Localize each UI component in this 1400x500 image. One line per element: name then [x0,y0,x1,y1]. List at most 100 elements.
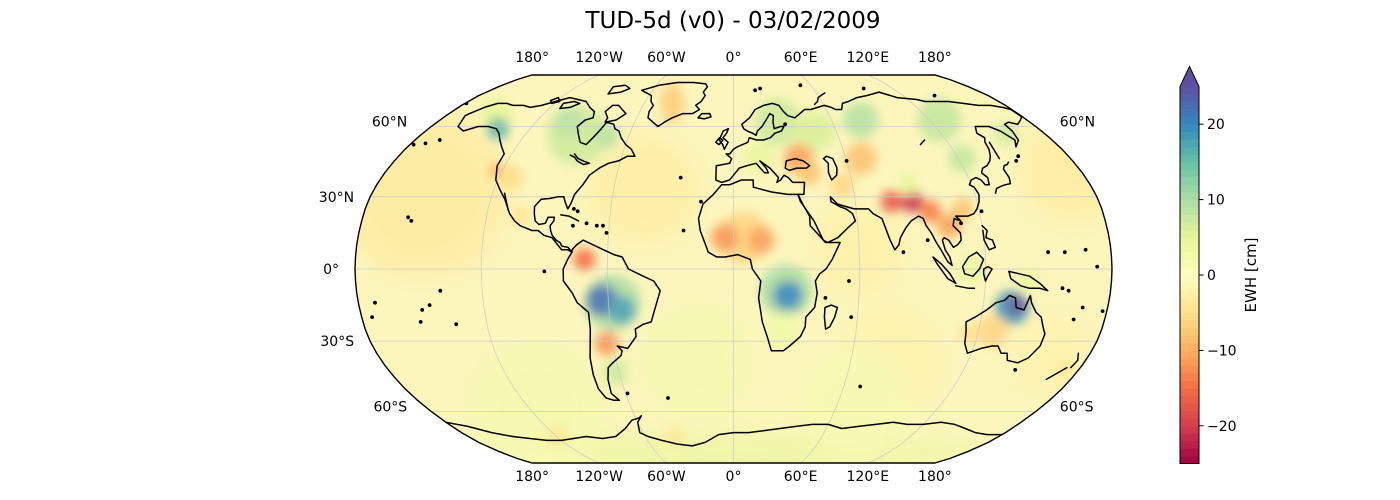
colorbar-step [1180,176,1199,185]
island-dot [849,315,854,319]
anomaly-blob-scandinavia-green [754,98,802,147]
y-tick-label-left: 60°S [373,400,407,416]
coastline-au [964,294,1046,364]
island-dot [959,221,963,226]
colorbar-step [1180,86,1199,95]
island-dot [409,219,414,223]
colorbar-step [1180,169,1199,178]
colorbar-step [1180,222,1199,231]
x-tick-label-bottom: 60°E [784,469,818,485]
coastline-af [697,179,841,352]
colorbar-step [1180,229,1199,238]
anomaly-blob-north-india-red [880,190,903,213]
coastline-phil [981,224,997,251]
island-dot [423,141,428,146]
y-tick-label-left: 60°N [372,115,407,131]
anomaly-blob-east-siberia-green [916,98,961,142]
anomaly-blob-northeast-china-green [948,144,976,173]
colorbar-step [1180,139,1199,148]
island-dot [575,209,580,214]
colorbar-step [1180,275,1199,283]
anomaly-blob-paraguay-brazil-blue [607,295,636,324]
island-dot [1014,159,1019,163]
island-dot [1013,368,1018,372]
y-tick-label-right: 60°N [1060,115,1095,131]
coastline-gl [640,81,709,128]
graticule-meridian [867,75,987,463]
map-area [355,75,1112,463]
anomaly-blob-central-asia-orange [844,142,877,175]
island-dot [427,303,432,307]
colorbar-step [1180,131,1199,140]
island-dot [699,199,703,204]
colorbar-step [1180,161,1199,170]
island-dot [678,175,683,180]
colorbar-step [1180,282,1199,291]
coastline-nz2 [1045,366,1068,381]
island-dot [783,122,787,127]
island-dot [979,209,984,214]
coastline-japan [994,161,1012,194]
x-tick-label-bottom: 60°W [647,469,686,485]
colorbar-outline [1179,65,1200,464]
x-tick-label-top: 120°W [575,50,623,66]
coastline-borneo [961,251,985,277]
colorbar-step [1180,350,1199,359]
colorbar-step [1180,109,1199,117]
plot-title: TUD-5d (v0) - 03/02/2009 [585,8,881,34]
coastline-newguinea [1008,270,1049,292]
colorbar-step [1180,425,1199,434]
x-tick-label-top: 180° [918,50,952,66]
anomaly-blob-patagonia-atlantic-green [602,359,629,386]
island-dot [1062,250,1067,255]
anomaly-blob-southeast-alaska-blue [487,117,509,140]
anomaly-blob-great-basin-orange [497,164,524,191]
anomaly-blob-sahel-east-orange [746,226,775,255]
anomaly-blob-himalaya-ganges-red [901,190,924,213]
y-tick-label-right: 60°S [1060,400,1094,416]
x-tick-label-top: 120°E [847,50,890,66]
y-tick-label-left: 0° [323,262,339,278]
colorbar-step [1180,433,1199,442]
graticule [355,75,1112,463]
island-dot [666,396,670,400]
colorbar-tick-label: 20 [1207,117,1225,133]
island-dot [411,142,416,147]
graticule-meridian [480,75,600,463]
colorbar-step [1180,395,1199,404]
graticule-meridian [800,75,861,463]
island-dot [681,228,686,233]
colorbar-step [1180,418,1199,427]
colorbar-step [1180,297,1199,306]
island-dot [601,223,605,228]
colorbar-step [1180,252,1199,261]
anomaly-blob-anatolia-caucasus-orange [797,160,822,185]
colorbar-step [1180,116,1199,125]
island-dot [420,308,425,312]
colorbar: 20 10 0 −10 −20 EWH [cm] [1179,65,1260,464]
coastline-victoria [559,100,581,110]
colorbar-step [1180,154,1199,163]
coastline-baikal [919,139,926,146]
colorbar-step [1180,199,1199,208]
colorbar-step [1180,335,1199,344]
coastline-blacksea [784,157,811,172]
x-tick-label-top: 180° [515,50,549,66]
map-boundary [354,74,1113,464]
anomaly-blob-sahel-west-orange [711,223,740,252]
island-dot [438,288,443,293]
x-tick-label-bottom: 120°W [575,469,623,485]
island-dot [1095,264,1100,269]
colorbar-step [1180,207,1199,215]
island-dot [861,86,866,91]
island-dot [594,223,599,228]
anomaly-blob-kamchatka-green [994,121,1019,146]
island-dot [584,221,589,226]
island-dot [625,391,630,396]
colorbar-step [1180,267,1199,276]
colorbar-axis-label: EWH [cm] [1242,238,1260,313]
coastline-cuba [560,214,580,222]
coastline-ellesmere [607,84,631,95]
